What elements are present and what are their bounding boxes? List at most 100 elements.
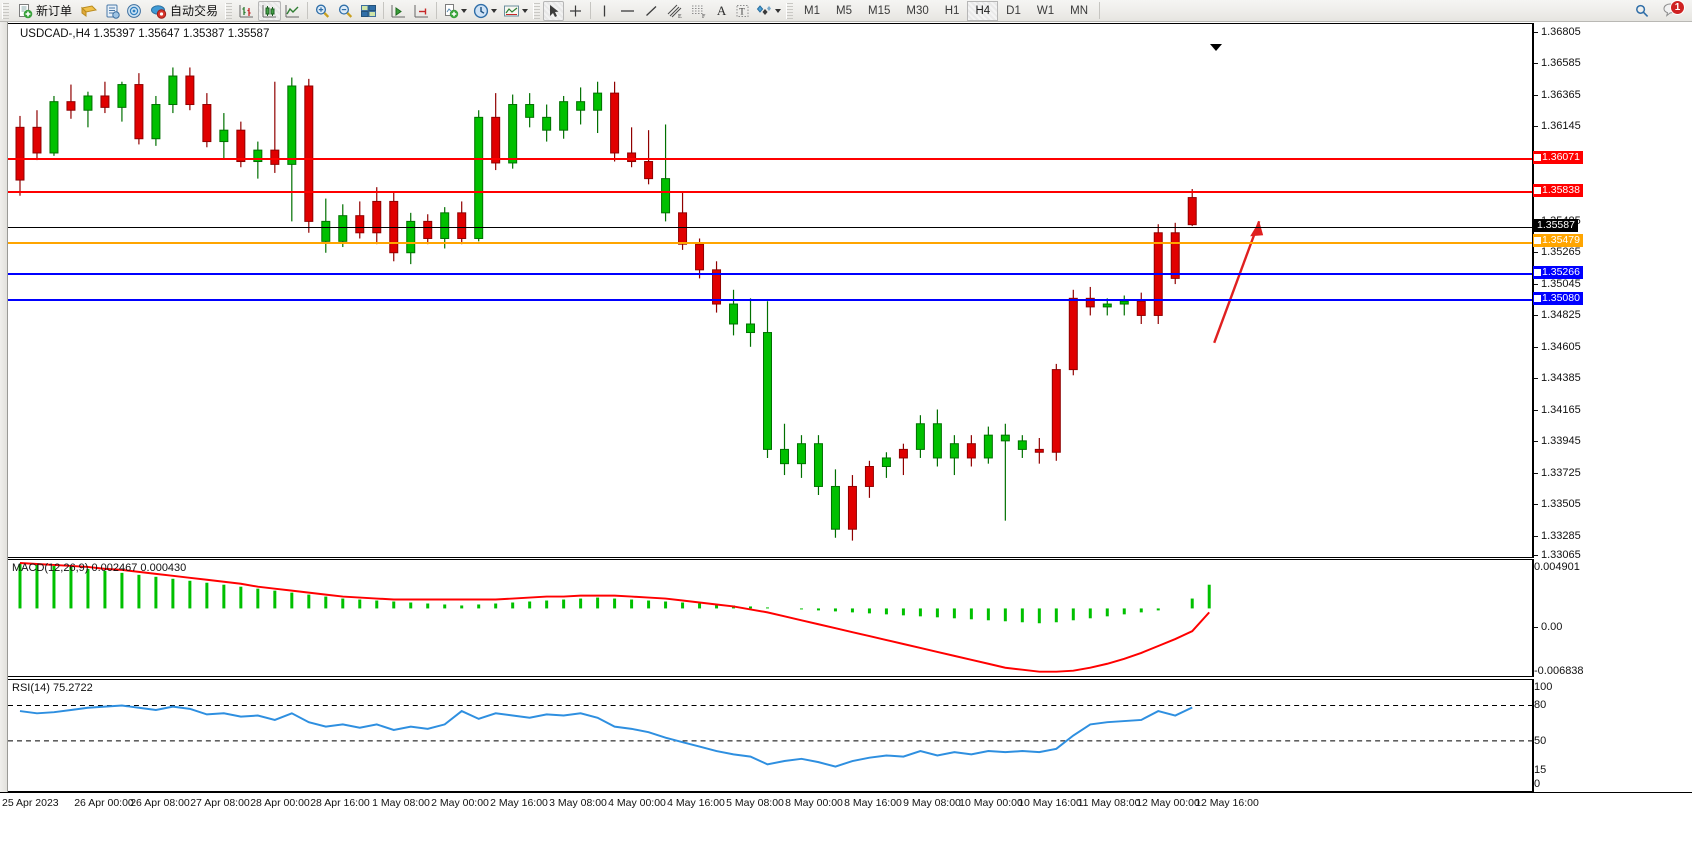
auto-scroll-button[interactable] <box>387 1 410 21</box>
time-tick-label: 26 Apr 08:00 <box>130 797 190 809</box>
candlestick-chart-button[interactable] <box>258 0 282 21</box>
svg-text:E: E <box>678 14 682 19</box>
horizontal-line-button[interactable] <box>615 1 640 21</box>
candle <box>236 129 246 163</box>
timeframe-h4[interactable]: H4 <box>967 0 999 21</box>
level-handle[interactable] <box>1533 236 1542 245</box>
templates-button[interactable] <box>500 1 531 21</box>
autotrading-button[interactable]: 自动交易 <box>145 1 223 21</box>
trendline-button[interactable] <box>640 1 663 21</box>
level-tag-support-2[interactable]: 1.35080 <box>1533 292 1583 305</box>
time-axis[interactable]: 25 Apr 2023 26 Apr 00:00 26 Apr 08:00 27 Ap… <box>0 792 1692 814</box>
shapes-button[interactable] <box>753 1 784 21</box>
time-tick-label: 12 May 00:00 <box>1136 797 1200 809</box>
indicators-button[interactable] <box>440 1 470 21</box>
rsi-tick: 0 <box>1534 778 1541 790</box>
expert-advisor-button[interactable] <box>77 1 101 21</box>
toolbar-grip-4[interactable] <box>786 2 794 19</box>
timeframe-mn[interactable]: MN <box>1070 4 1088 17</box>
level-handle[interactable] <box>1533 186 1542 195</box>
macd-pane[interactable]: MACD(12,26,9) 0.002467 0.000430 <box>8 559 1533 677</box>
timeframe-m30[interactable]: M30 <box>906 4 929 17</box>
timeframe-m1[interactable]: M1 <box>804 4 821 17</box>
price-axis[interactable]: 1.36805 1.36585 1.36365 1.36145 1.35925 … <box>1533 23 1692 561</box>
level-handle[interactable] <box>1533 153 1542 162</box>
fibonacci-button[interactable]: F <box>687 1 711 21</box>
macd-axis[interactable]: 0.004901 0.00 -0.006838 <box>1533 559 1692 677</box>
candle <box>117 84 127 108</box>
new-order-button[interactable]: 新订单 <box>12 1 77 21</box>
text-label-button[interactable]: T <box>732 1 753 21</box>
candle <box>423 220 433 239</box>
chart-left-grip[interactable] <box>0 22 8 832</box>
candle <box>763 332 772 450</box>
line-chart-button[interactable] <box>281 1 304 21</box>
price-pane[interactable]: USDCAD-,H4 1.35397 1.35647 1.35387 1.355… <box>8 23 1533 558</box>
chevron-down-icon-2[interactable] <box>491 8 498 13</box>
level-tag-support-1[interactable]: 1.35266 <box>1533 266 1583 279</box>
candle <box>813 443 823 487</box>
tile-windows-button[interactable] <box>357 1 380 21</box>
bar-chart-button[interactable] <box>235 1 258 21</box>
candle <box>151 104 161 140</box>
candle <box>491 116 501 164</box>
candle <box>1051 369 1061 453</box>
zoom-out-icon <box>338 4 353 18</box>
level-handle[interactable] <box>1533 268 1542 277</box>
level-tag-resistance-2[interactable]: 1.35838 <box>1533 184 1583 197</box>
equidistant-channel-button[interactable]: E <box>663 1 687 21</box>
price-tick: 1.33285 <box>1534 530 1581 542</box>
toolbar-grip[interactable] <box>2 2 9 19</box>
candle <box>270 149 280 165</box>
level-tag-pivot[interactable]: 1.35479 <box>1533 234 1583 247</box>
vertical-line-icon <box>603 5 606 16</box>
chevron-down-icon-3[interactable] <box>522 8 529 13</box>
chart-shift-button[interactable] <box>410 1 433 21</box>
cursor-button[interactable] <box>543 0 565 21</box>
notifications-button[interactable]: 1 <box>1662 0 1685 20</box>
toolbar-separator-5 <box>1099 2 1100 19</box>
candle <box>1119 300 1129 305</box>
level-tag-resistance-1[interactable]: 1.36071 <box>1533 151 1583 164</box>
zoom-out-button[interactable] <box>334 1 357 21</box>
chevron-down-icon[interactable] <box>461 8 468 13</box>
rsi-axis[interactable]: 100 80 50 15 0 <box>1533 679 1692 792</box>
candle <box>898 448 908 459</box>
toolbar-grip-3[interactable] <box>533 2 541 19</box>
vertical-line-button[interactable] <box>594 1 615 21</box>
candle <box>830 485 840 530</box>
signals-button[interactable] <box>123 1 145 21</box>
scroll-position-marker <box>1210 44 1222 51</box>
price-tick: 1.35045 <box>1534 278 1581 290</box>
candle <box>1034 448 1044 453</box>
crosshair-icon <box>570 5 582 16</box>
toolbar-grip-2[interactable] <box>225 2 233 19</box>
timeframe-w1[interactable]: W1 <box>1036 4 1055 17</box>
text-button[interactable]: A <box>711 1 732 21</box>
candle <box>474 116 484 239</box>
timeframe-m15[interactable]: M15 <box>868 4 891 17</box>
bullish-arrow-annotation <box>1213 220 1264 344</box>
search-button[interactable] <box>1631 1 1653 21</box>
rsi-pane[interactable]: RSI(14) 75.2722 <box>8 679 1533 792</box>
price-tick: 1.34825 <box>1534 309 1581 321</box>
zoom-in-button[interactable] <box>311 1 334 21</box>
candle <box>576 101 586 111</box>
candle <box>1136 300 1146 316</box>
candlestick-icon <box>262 4 277 17</box>
chevron-down-icon-4[interactable] <box>775 8 782 13</box>
candle <box>508 104 518 164</box>
timeframe-d1[interactable]: D1 <box>1006 4 1021 17</box>
period-button[interactable] <box>470 1 500 21</box>
timeframe-m5[interactable]: M5 <box>836 4 852 17</box>
candle <box>881 457 891 468</box>
candle <box>1102 303 1112 308</box>
time-tick-label: 4 May 00:00 <box>608 797 666 809</box>
crosshair-button[interactable] <box>564 1 587 21</box>
zoom-in-icon <box>315 4 330 18</box>
data-window-button[interactable] <box>101 1 123 21</box>
timeframe-h1[interactable]: H1 <box>944 4 960 17</box>
candle <box>49 101 59 154</box>
candle <box>440 212 450 239</box>
level-handle[interactable] <box>1533 294 1542 303</box>
